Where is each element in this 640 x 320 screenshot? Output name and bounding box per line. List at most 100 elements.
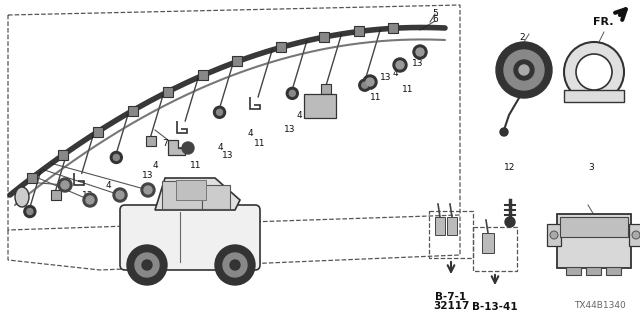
Circle shape [83,193,97,207]
Circle shape [519,65,529,75]
Text: 2: 2 [519,34,525,43]
Circle shape [496,42,552,98]
Circle shape [142,260,152,270]
Text: 4: 4 [152,161,158,170]
Circle shape [359,79,371,91]
Bar [435,217,445,235]
Text: 5: 5 [432,9,438,18]
Text: 13: 13 [380,74,392,83]
Text: FR.: FR. [593,17,613,27]
Polygon shape [168,140,185,155]
Bar [566,267,581,275]
Circle shape [116,191,124,199]
Circle shape [416,48,424,56]
Circle shape [362,82,368,88]
FancyBboxPatch shape [547,224,561,246]
Bar [388,23,398,33]
Text: 4: 4 [247,130,253,139]
Text: 12: 12 [504,164,516,172]
Circle shape [86,196,94,204]
Circle shape [113,155,119,160]
Circle shape [24,205,36,218]
Circle shape [632,231,640,239]
Polygon shape [155,178,240,210]
Circle shape [230,260,240,270]
Ellipse shape [15,187,29,207]
Text: 4: 4 [217,143,223,153]
FancyBboxPatch shape [176,180,206,200]
Bar [51,190,61,200]
FancyBboxPatch shape [304,94,336,118]
Circle shape [214,106,225,118]
Bar [146,136,156,146]
Text: 11: 11 [403,85,413,94]
Bar [321,84,332,94]
Text: 7: 7 [162,139,168,148]
Text: 3: 3 [588,164,594,172]
Bar [482,233,494,253]
Bar [232,57,243,67]
Text: 10: 10 [324,110,336,119]
Text: 13: 13 [142,172,154,180]
Circle shape [564,42,624,102]
Circle shape [576,54,612,90]
Bar [276,43,286,52]
Circle shape [500,128,508,136]
Circle shape [286,87,298,99]
Bar [447,217,457,235]
Text: B-7-1: B-7-1 [435,292,467,302]
Text: 32117: 32117 [433,301,469,311]
Circle shape [413,45,427,59]
Bar [163,87,173,97]
Text: TX44B1340: TX44B1340 [574,301,626,310]
Bar [606,267,621,275]
Circle shape [363,75,377,89]
Circle shape [135,253,159,277]
Circle shape [127,245,167,285]
Circle shape [110,151,122,164]
Text: 4: 4 [367,83,373,92]
Text: 9: 9 [177,148,183,156]
Circle shape [113,188,127,202]
Circle shape [514,60,534,80]
Text: 13: 13 [222,150,234,159]
Text: 1: 1 [597,51,603,60]
Circle shape [396,61,404,69]
Bar [564,90,624,102]
FancyBboxPatch shape [202,185,230,209]
Bar [319,32,329,42]
Circle shape [223,253,247,277]
Circle shape [393,58,407,72]
Bar [58,150,68,160]
Circle shape [550,231,558,239]
Text: 11: 11 [254,139,266,148]
FancyBboxPatch shape [557,214,631,268]
Bar [128,106,138,116]
Circle shape [216,109,223,115]
Bar [354,27,364,36]
Circle shape [144,186,152,194]
Circle shape [182,142,194,154]
Circle shape [27,209,33,214]
Circle shape [141,183,155,197]
Circle shape [505,217,515,227]
Text: B-13-41: B-13-41 [472,302,518,312]
Text: 13: 13 [304,100,316,109]
Bar [586,267,601,275]
Text: 11: 11 [371,93,381,102]
Circle shape [504,50,544,90]
Text: 4: 4 [392,68,398,77]
Circle shape [61,181,69,189]
Text: 6: 6 [432,15,438,25]
Text: 13: 13 [284,125,296,134]
Text: 8: 8 [327,102,333,111]
Bar [27,173,37,183]
FancyBboxPatch shape [629,224,640,246]
Text: 13: 13 [412,59,424,68]
Bar [198,70,207,80]
Circle shape [289,90,295,96]
FancyBboxPatch shape [162,181,202,209]
Text: 4: 4 [296,110,302,119]
FancyBboxPatch shape [560,217,628,237]
Circle shape [58,178,72,192]
